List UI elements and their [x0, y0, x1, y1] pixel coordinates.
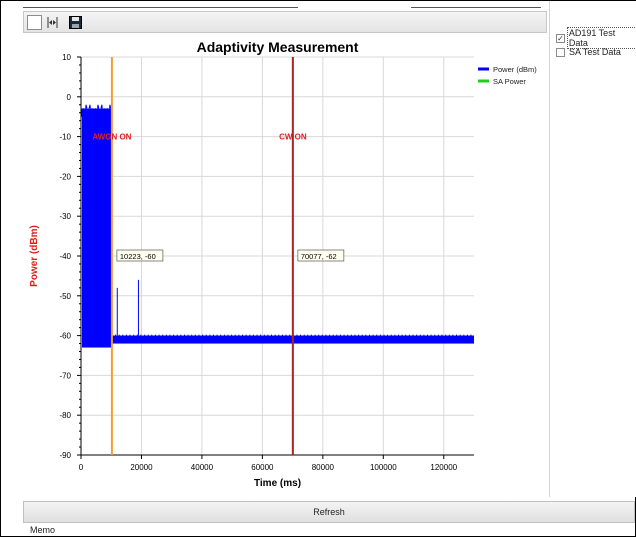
power-burst-edge — [81, 104, 113, 117]
x-tick-label: 120000 — [430, 463, 457, 472]
save-icon[interactable] — [68, 15, 83, 30]
chart-toolbar — [23, 11, 547, 33]
marker-label: CW ON — [279, 133, 307, 142]
legend-label: SA Power — [493, 77, 526, 86]
annotation-text: 10223, -60 — [120, 252, 156, 261]
y-tick-label: 10 — [62, 53, 71, 62]
y-tick-label: -40 — [59, 252, 71, 261]
chart-panel: 0 20000 40000 60000 80000 100000 120000 10 0 -10 -… — [23, 33, 547, 497]
y-tick-label: -60 — [59, 332, 71, 341]
x-tick-label: 100000 — [370, 463, 397, 472]
marker-annotation: 10223, -60 — [116, 249, 164, 262]
y-tick-label: -80 — [59, 411, 71, 420]
y-tick-label: -70 — [59, 371, 71, 380]
power-burst — [82, 108, 112, 348]
y-tick-label: -10 — [59, 133, 71, 142]
y-tick-label: -50 — [59, 292, 71, 301]
x-tick-label: 0 — [79, 463, 84, 472]
x-axis-label: Time (ms) — [254, 478, 301, 489]
select-icon[interactable] — [27, 15, 42, 30]
refresh-button[interactable]: Refresh — [23, 501, 635, 523]
dataset-panel: ✓ AD191 Test Data SA Test Data — [549, 1, 636, 497]
checkbox-box[interactable] — [556, 47, 565, 57]
y-tick-label: 0 — [67, 93, 72, 102]
x-tick-label: 20000 — [130, 463, 153, 472]
x-tick-label: 60000 — [251, 463, 274, 472]
x-tick-label: 40000 — [191, 463, 214, 472]
annotation-box — [116, 249, 164, 262]
dataset-checkbox-sa[interactable]: SA Test Data — [556, 47, 622, 57]
y-tick-label: -20 — [59, 172, 71, 181]
divider — [23, 7, 298, 8]
y-axis-label: Power (dBm) — [29, 225, 40, 287]
annotation-text: 70077, -62 — [301, 252, 337, 261]
adaptivity-chart: 0 20000 40000 60000 80000 100000 120000 10 0 -10 -… — [29, 39, 537, 489]
memo-label: Memo — [30, 525, 56, 535]
y-tick-label: -90 — [59, 451, 71, 460]
dataset-label: AD191 Test Data — [566, 27, 636, 49]
y-tick-label: -30 — [59, 212, 71, 221]
marker-annotation: 70077, -62 — [297, 249, 345, 262]
dataset-checkbox-ad191[interactable]: ✓ AD191 Test Data — [556, 27, 636, 49]
x-tick-label: 80000 — [312, 463, 335, 472]
marker-label: AWGN ON — [92, 133, 131, 142]
divider — [411, 7, 541, 8]
chart-title: Adaptivity Measurement — [197, 39, 359, 55]
checkbox-box[interactable]: ✓ — [556, 33, 565, 43]
fit-icon[interactable] — [45, 15, 60, 30]
dataset-label: SA Test Data — [569, 47, 621, 57]
legend-label: Power (dBm) — [493, 65, 537, 74]
annotation-box — [297, 249, 345, 262]
